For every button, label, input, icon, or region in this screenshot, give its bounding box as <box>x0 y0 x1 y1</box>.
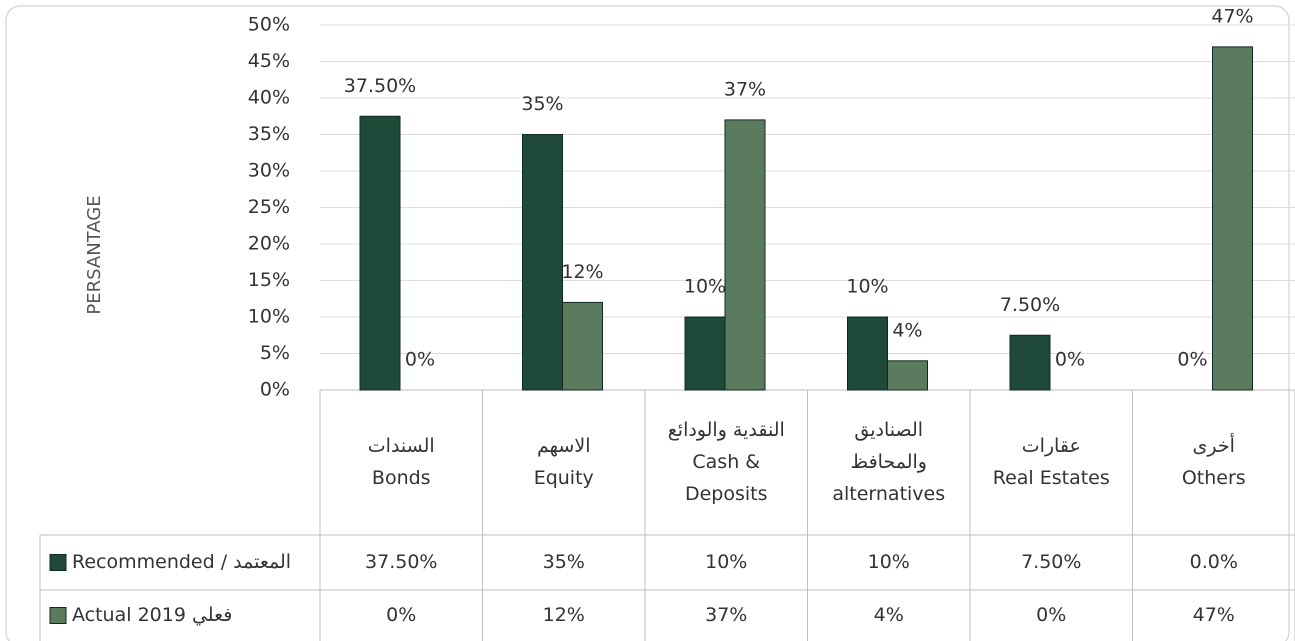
bar <box>887 360 928 391</box>
table-cell: 37.50% <box>365 551 437 573</box>
bar <box>724 119 766 391</box>
x-tick-label: Cash & <box>692 451 760 473</box>
table-cell: 12% <box>543 604 585 626</box>
x-tick-label: النقدية والودائع <box>668 419 785 441</box>
x-tick-label: الاسهم <box>537 435 590 457</box>
x-tick-label: Equity <box>534 467 594 489</box>
bar <box>359 115 401 391</box>
data-label: 37.50% <box>344 75 416 97</box>
y-tick-label: 35% <box>248 123 290 145</box>
x-tick-label: Bonds <box>372 467 431 489</box>
y-tick-label: 50% <box>248 14 290 36</box>
table-cell: 47% <box>1193 604 1235 626</box>
table-cell: 0.0% <box>1190 551 1238 573</box>
y-tick-label: 0% <box>260 379 290 401</box>
table-cell: 0% <box>386 604 416 626</box>
y-tick-label: 45% <box>248 50 290 72</box>
x-tick-label: الصناديق <box>854 419 923 441</box>
y-tick-label: 30% <box>248 160 290 182</box>
table-cell: 4% <box>874 604 904 626</box>
table-cell: 10% <box>705 551 747 573</box>
data-label: 10% <box>846 276 888 298</box>
x-tick-label: Others <box>1182 467 1246 489</box>
data-label: 35% <box>521 93 563 115</box>
x-tick-label: Deposits <box>685 483 768 505</box>
x-tick-label: alternatives <box>832 483 945 505</box>
data-label: 0% <box>405 349 435 371</box>
y-tick-label: 15% <box>248 269 290 291</box>
chart-border <box>5 5 1290 641</box>
data-label: 37% <box>724 78 766 100</box>
y-tick-label: 40% <box>248 87 290 109</box>
bar <box>684 316 726 391</box>
data-label: 10% <box>684 276 726 298</box>
x-tick-label: أخرى <box>1193 433 1235 457</box>
y-tick-label: 10% <box>248 306 290 328</box>
x-tick-label: عقارات <box>1022 435 1081 457</box>
data-label: 4% <box>892 319 922 341</box>
data-label: 47% <box>1211 5 1253 27</box>
legend-swatch <box>49 554 67 571</box>
x-tick-label: السندات <box>368 435 435 457</box>
bar <box>1212 46 1253 391</box>
table-cell: 10% <box>868 551 910 573</box>
legend-label: Actual 2019 فعلي <box>72 604 232 626</box>
table-cell: 35% <box>543 551 585 573</box>
bar <box>522 134 563 391</box>
x-tick-label: والمحافظ <box>851 451 927 473</box>
data-label: 0% <box>1177 349 1207 371</box>
table-cell: 7.50% <box>1021 551 1081 573</box>
data-label: 0% <box>1055 349 1085 371</box>
x-tick-label: Real Estates <box>993 467 1110 489</box>
y-axis-label: PERSANTAGE <box>84 195 105 314</box>
legend-label: Recommended / المعتمد <box>72 551 291 573</box>
bar <box>1009 334 1051 391</box>
data-label: 7.50% <box>1000 294 1060 316</box>
y-tick-label: 20% <box>248 233 290 255</box>
data-label: 12% <box>561 261 603 283</box>
table-cell: 0% <box>1036 604 1066 626</box>
bar <box>562 301 603 391</box>
y-tick-label: 5% <box>260 342 290 364</box>
table-cell: 37% <box>705 604 747 626</box>
y-tick-label: 25% <box>248 196 290 218</box>
bar <box>847 316 888 391</box>
legend-swatch <box>49 607 67 624</box>
